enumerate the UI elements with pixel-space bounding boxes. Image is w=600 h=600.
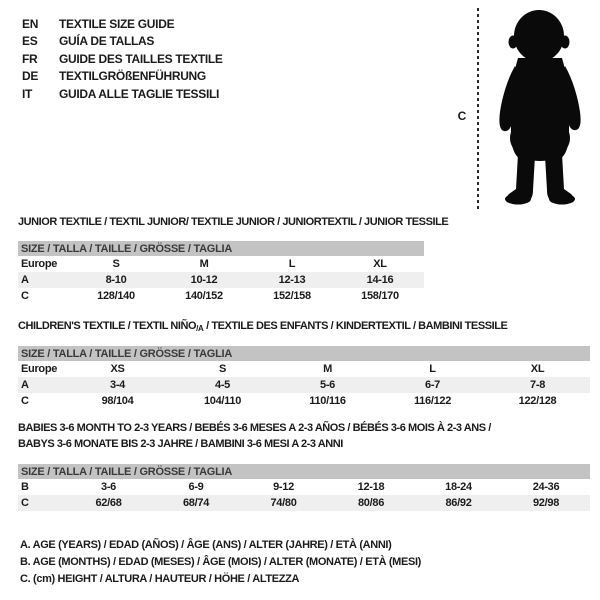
table-cell: 7-8: [485, 377, 591, 393]
guide-title-en: TEXTILE SIZE GUIDE: [59, 16, 175, 31]
language-code: DE: [22, 69, 39, 84]
table-cell: 4-5: [170, 377, 275, 393]
babies-heading-line2: BABYS 3-6 MONATE BIS 2-3 JAHRE / BAMBINI…: [18, 437, 343, 450]
height-measure-label: C: [457, 109, 467, 123]
language-title-list: EN TEXTILE SIZE GUIDE ES GUÍA DE TALLAS …: [22, 15, 223, 103]
size-header-label: SIZE / TALLA / TAILLE / GRÖSSE / TAGLIA: [18, 464, 591, 479]
table-cell: M: [323, 363, 332, 375]
language-row-it: IT GUIDA ALLE TAGLIE TESSILI: [22, 85, 223, 103]
junior-section-heading: JUNIOR TEXTILE / TEXTIL JUNIOR/ TEXTILE …: [18, 216, 449, 228]
table-cell: 92/98: [502, 495, 591, 511]
language-row-en: EN TEXTILE SIZE GUIDE: [22, 15, 223, 33]
language-row-de: DE TEXTILGRÖßENFÜHRUNG: [22, 68, 223, 86]
row-label: B: [21, 481, 29, 493]
babies-section-heading: BABIES 3-6 MONTH TO 2-3 YEARS / BEBÉS 3-…: [18, 421, 491, 452]
table-cell: 116/122: [413, 395, 452, 407]
table-cell: 86/92: [415, 495, 502, 511]
table-cell: 3-4: [65, 377, 170, 393]
row-label: C: [18, 495, 65, 511]
guide-title-de: TEXTILGRÖßENFÜHRUNG: [59, 69, 206, 84]
size-header-label: SIZE / TALLA / TAILLE / GRÖSSE / TAGLIA: [18, 346, 591, 361]
table-cell: 8-10: [72, 272, 160, 288]
table-cell: 152/158: [273, 290, 311, 302]
table-cell: 80/86: [327, 495, 415, 511]
table-row-age: A 8-10 10-12 12-13 14-16: [18, 272, 424, 288]
table-cell: 110/116: [309, 395, 346, 407]
table-cell: 18-24: [445, 481, 472, 493]
guide-title-es: GUÍA DE TALLAS: [59, 34, 155, 49]
table-cell: 158/170: [361, 290, 399, 302]
size-header-row: SIZE / TALLA / TAILLE / GRÖSSE / TAGLIA: [18, 464, 591, 479]
toddler-silhouette-icon: [499, 10, 581, 205]
language-code: FR: [22, 51, 38, 66]
table-cell: L: [429, 363, 436, 375]
table-cell: XL: [530, 363, 545, 375]
language-row-es: ES GUÍA DE TALLAS: [22, 33, 223, 51]
babies-heading-line1: BABIES 3-6 MONTH TO 2-3 YEARS / BEBÉS 3-…: [18, 422, 491, 434]
children-heading-subscript: /A: [196, 324, 204, 333]
language-code: IT: [22, 86, 33, 101]
children-heading-text: / TEXTILE DES ENFANTS / KINDERTEXTIL / B…: [203, 320, 508, 332]
table-row-age: A 3-4 4-5 5-6 6-7 7-8: [18, 377, 591, 393]
row-label: A: [18, 377, 65, 393]
children-size-table: SIZE / TALLA / TAILLE / GRÖSSE / TAGLIA …: [18, 346, 591, 409]
table-cell: 14-16: [336, 272, 424, 288]
table-cell: 68/74: [152, 495, 240, 511]
table-cell: 74/80: [240, 495, 327, 511]
table-cell: 122/128: [518, 395, 557, 407]
table-cell: 104/110: [203, 395, 242, 407]
table-cell: L: [288, 258, 296, 270]
table-cell: 9-12: [273, 481, 294, 493]
table-cell: 3-6: [101, 481, 116, 493]
children-heading-text: CHILDREN'S TEXTILE / TEXTIL NIÑO: [18, 320, 197, 332]
table-cell: 128/140: [97, 290, 135, 302]
table-row-europe: Europe XS S M L XL: [18, 361, 590, 377]
language-code: EN: [22, 16, 39, 31]
size-header-label: SIZE / TALLA / TAILLE / GRÖSSE / TAGLIA: [18, 241, 424, 256]
height-dotted-line: [477, 8, 479, 210]
legend-line-a: A. AGE (YEARS) / EDAD (AÑOS) / ÂGE (ANS)…: [20, 539, 392, 551]
size-header-row: SIZE / TALLA / TAILLE / GRÖSSE / TAGLIA: [18, 346, 591, 361]
legend-line-c: C. (cm) HEIGHT / ALTURA / HAUTEUR / HÖHE…: [20, 573, 300, 585]
table-cell: 12-18: [357, 481, 385, 493]
size-header-row: SIZE / TALLA / TAILLE / GRÖSSE / TAGLIA: [18, 241, 424, 256]
table-cell: M: [199, 258, 209, 270]
language-row-fr: FR GUIDE DES TAILLES TEXTILE: [22, 50, 223, 68]
row-label: Europe: [21, 363, 58, 375]
junior-size-table: SIZE / TALLA / TAILLE / GRÖSSE / TAGLIA …: [18, 241, 424, 304]
legend-line-b: B. AGE (MONTHS) / EDAD (MESES) / ÂGE (MO…: [20, 556, 421, 568]
babies-size-table: SIZE / TALLA / TAILLE / GRÖSSE / TAGLIA …: [18, 464, 591, 511]
table-cell: S: [218, 363, 227, 375]
table-cell: 12-13: [248, 272, 336, 288]
table-row-height: C 62/68 68/74 74/80 80/86 86/92 92/98: [18, 495, 591, 511]
table-cell: 62/68: [65, 495, 152, 511]
table-cell: 140/152: [185, 290, 223, 302]
table-row-height: C 128/140 140/152 152/158 158/170: [18, 288, 424, 304]
guide-title-fr: GUIDE DES TAILLES TEXTILE: [59, 51, 223, 66]
table-cell: XL: [373, 258, 387, 270]
table-row-height: C 98/104 104/110 110/116 116/122 122/128: [18, 393, 590, 409]
table-cell: 98/104: [101, 395, 134, 407]
row-label: C: [21, 290, 29, 302]
children-section-heading: CHILDREN'S TEXTILE / TEXTIL NIÑO/A / TEX…: [18, 320, 508, 333]
table-cell: 24-36: [532, 481, 560, 493]
table-cell: 10-12: [160, 272, 248, 288]
language-code: ES: [22, 34, 38, 49]
guide-title-it: GUIDA ALLE TAGLIE TESSILI: [59, 86, 220, 101]
table-cell: S: [112, 258, 120, 270]
table-row-months: B 3-6 6-9 9-12 12-18 18-24 24-36: [18, 479, 590, 495]
row-label: C: [21, 395, 29, 407]
table-cell: 6-7: [380, 377, 485, 393]
row-label: A: [18, 272, 72, 288]
table-row-europe: Europe S M L XL: [18, 256, 424, 272]
row-label: Europe: [21, 258, 58, 270]
table-cell: 5-6: [275, 377, 380, 393]
table-cell: XS: [110, 363, 125, 375]
measurement-legend: A. AGE (YEARS) / EDAD (AÑOS) / ÂGE (ANS)…: [20, 537, 421, 588]
table-cell: 6-9: [188, 481, 204, 493]
